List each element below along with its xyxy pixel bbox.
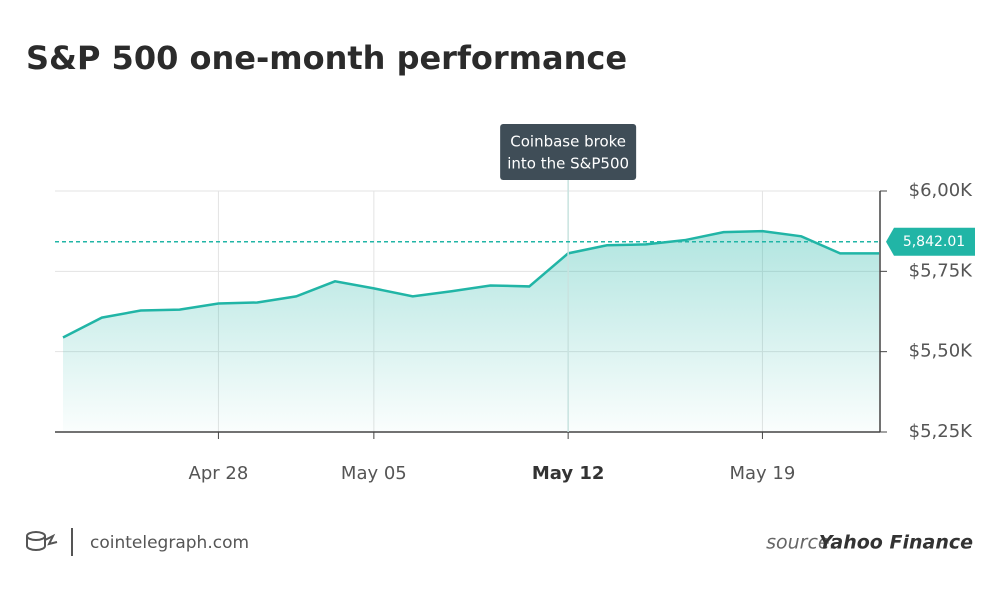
- y-tick-label: $5,50K: [909, 341, 974, 362]
- y-tick-label: $5,75K: [909, 260, 974, 281]
- current-badge: [886, 227, 975, 256]
- x-tick-label: May 12: [532, 463, 605, 484]
- line: [62, 229, 879, 339]
- area: [63, 231, 879, 432]
- y-tick-label: $6,00K: [909, 180, 974, 201]
- source-prefix: source:: [766, 532, 836, 554]
- x-tick-label: May 05: [341, 463, 407, 484]
- chart-title: S&P 500 one-month performance: [26, 39, 627, 77]
- annotation-box: [500, 124, 637, 180]
- source: Yahoo Finance: [819, 532, 973, 554]
- annotation-text: Coinbase broke: [510, 133, 626, 151]
- annotation-text: into the S&P500: [507, 155, 629, 173]
- site: cointelegraph.com: [90, 533, 249, 553]
- y-tick-label: $5,25K: [909, 421, 974, 442]
- logo: [26, 528, 73, 556]
- x-tick-label: May 19: [730, 463, 796, 484]
- x-tick-label: Apr 28: [189, 463, 249, 484]
- current-label: 5,842.01: [903, 234, 965, 250]
